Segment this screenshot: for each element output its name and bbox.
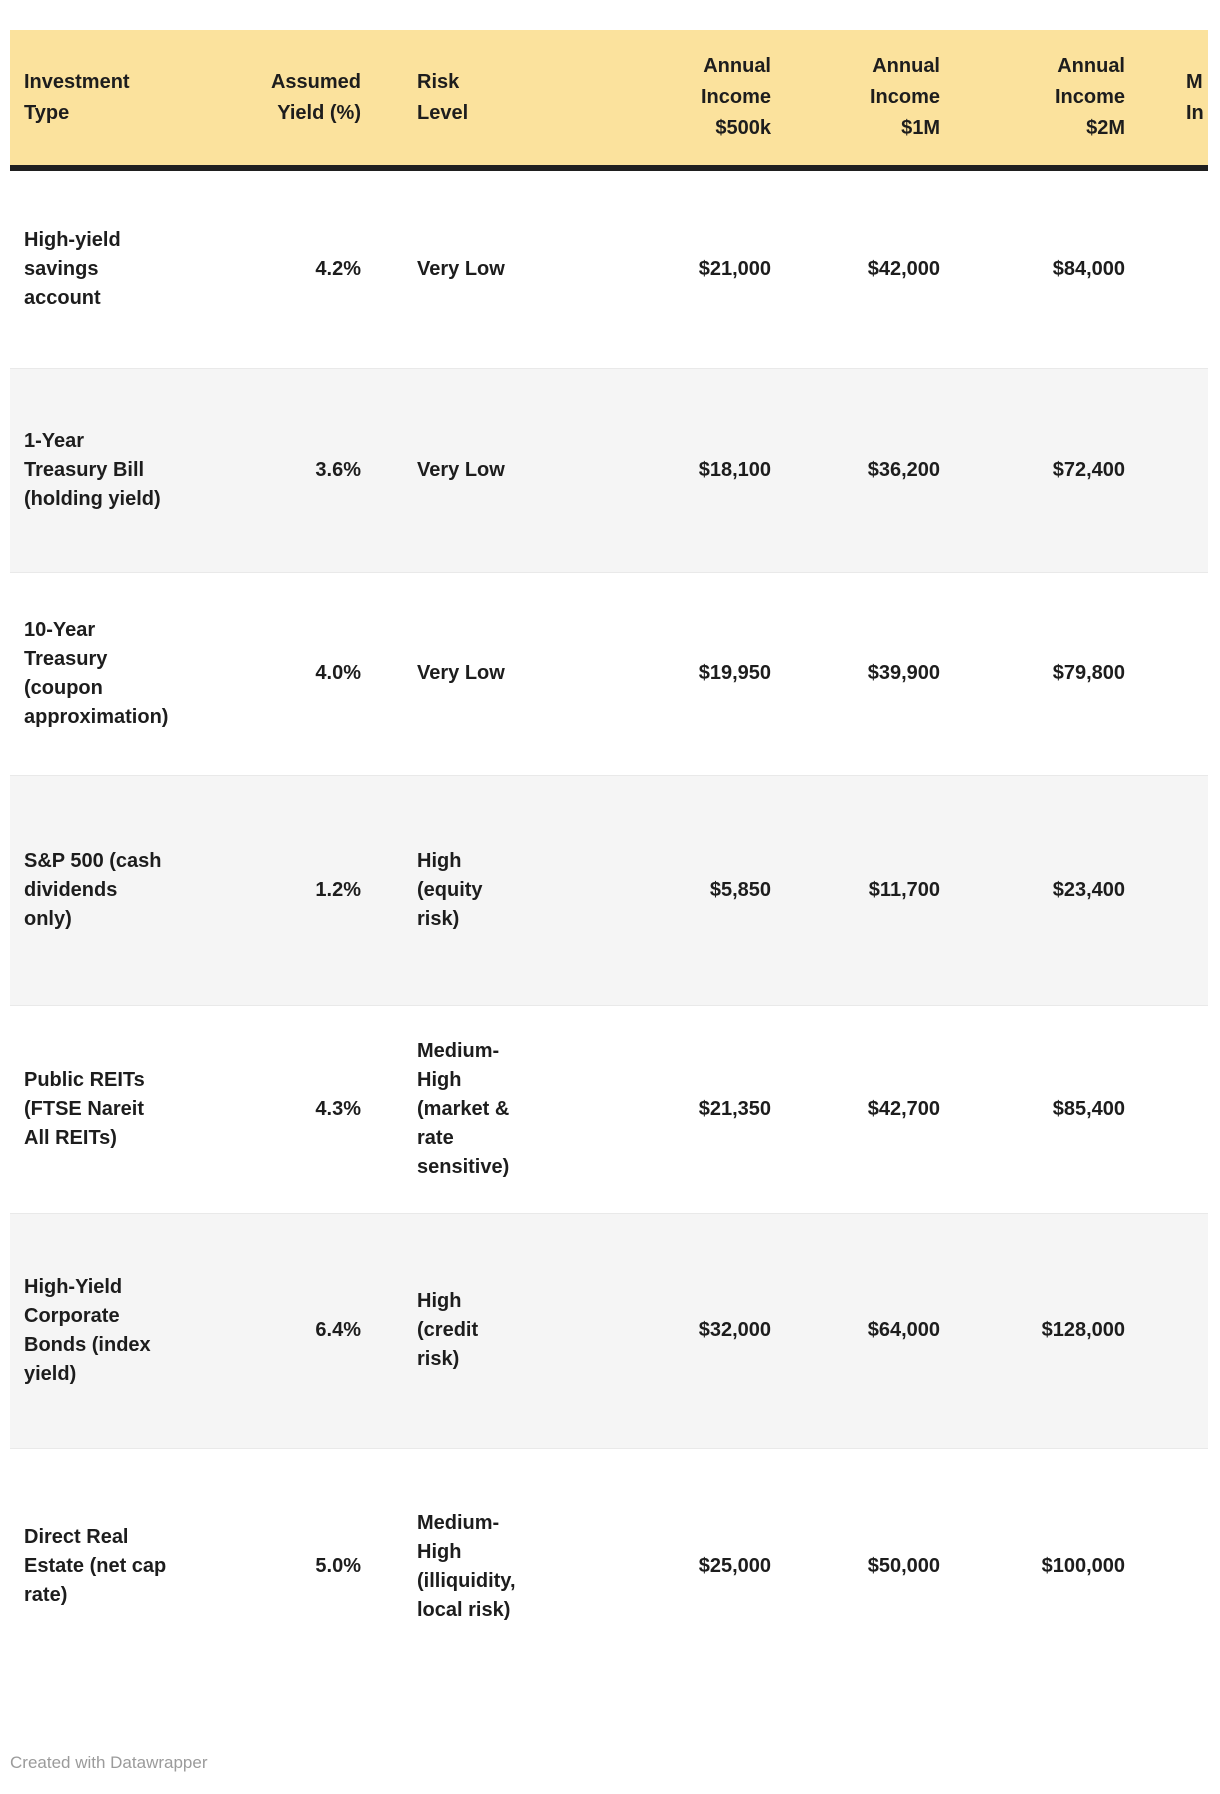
cell-investment-type: 1-Year Treasury Bill (holding yield) [24,429,161,510]
cell-income-2m: $84,000 [1052,257,1125,280]
cell-clipped [1139,368,1208,572]
cell-risk-level: High (equity risk) [417,849,483,930]
cell-income-500k: $25,000 [698,1555,771,1578]
investment-income-table: Investment Type Assumed Yield (%) Risk L… [10,30,1208,1685]
cell-assumed-yield: 4.0% [315,662,361,684]
cell-clipped [1139,1005,1208,1213]
cell-investment-type: High-Yield Corporate Bonds (index yield) [24,1275,151,1385]
cell-clipped [1139,572,1208,775]
cell-investment-type: S&P 500 (cash dividends only) [24,849,162,930]
cell-income-500k: $5,850 [709,878,771,901]
table-row: 10-Year Treasury (coupon approximation) … [10,572,1208,775]
table-header: Investment Type Assumed Yield (%) Risk L… [10,30,1208,171]
cell-income-1m: $64,000 [867,1319,940,1341]
cell-assumed-yield: 4.2% [315,257,361,280]
cell-income-1m: $39,900 [867,662,940,684]
cell-income-2m: $79,800 [1052,662,1125,684]
column-header-assumed-yield: Assumed Yield (%) [210,30,375,171]
cell-assumed-yield: 3.6% [315,458,361,481]
table-row: High-yield savings account 4.2% Very Low… [10,168,1208,368]
cell-assumed-yield: 1.2% [315,878,361,901]
cell-income-1m: $42,000 [867,257,940,280]
table-row: High-Yield Corporate Bonds (index yield)… [10,1213,1208,1448]
cell-risk-level: Very Low [417,662,505,684]
cell-income-1m: $50,000 [867,1555,940,1578]
cell-investment-type: Public REITs (FTSE Nareit All REITs) [24,1068,145,1149]
datawrapper-credit-link[interactable]: Created with Datawrapper [10,1753,208,1772]
cell-income-500k: $21,350 [698,1097,771,1120]
column-header-annual-income-2m: Annual Income $2M [954,30,1139,171]
cell-income-1m: $11,700 [868,878,940,901]
cell-income-2m: $23,400 [1052,878,1125,901]
cell-investment-type: High-yield savings account [24,228,121,309]
cell-clipped [1139,1213,1208,1448]
cell-clipped [1139,1448,1208,1685]
cell-income-2m: $72,400 [1052,458,1125,481]
cell-investment-type: Direct Real Estate (net cap rate) [24,1526,167,1607]
cell-risk-level: Medium- High (illiquidity, local risk) [417,1511,516,1621]
cell-risk-level: High (credit risk) [417,1290,479,1370]
cell-risk-level: Very Low [417,458,505,481]
cell-income-2m: $128,000 [1041,1319,1125,1341]
table-row: Direct Real Estate (net cap rate) 5.0% M… [10,1448,1208,1685]
cell-income-1m: $36,200 [867,458,940,481]
column-header-risk-level: Risk Level [375,30,560,171]
cell-assumed-yield: 4.3% [315,1097,361,1120]
table-body: High-yield savings account 4.2% Very Low… [10,168,1208,1685]
cell-income-500k: $19,950 [698,662,771,684]
table-scroll-region: Investment Type Assumed Yield (%) Risk L… [10,30,1208,1685]
table-row: 1-Year Treasury Bill (holding yield) 3.6… [10,368,1208,572]
column-header-clipped: M In [1139,30,1208,171]
header-row: Investment Type Assumed Yield (%) Risk L… [10,30,1208,171]
cell-assumed-yield: 6.4% [315,1319,361,1341]
column-header-investment-type: Investment Type [10,30,210,171]
cell-investment-type: 10-Year Treasury (coupon approximation) [24,618,169,728]
cell-risk-level: Very Low [417,257,505,280]
column-header-annual-income-500k: Annual Income $500k [560,30,785,171]
cell-clipped [1139,775,1208,1005]
cell-risk-level: Medium- High (market & rate sensitive) [417,1039,510,1178]
column-header-annual-income-1m: Annual Income $1M [785,30,954,171]
cell-income-2m: $85,400 [1052,1097,1125,1120]
table-row: Public REITs (FTSE Nareit All REITs) 4.3… [10,1005,1208,1213]
cell-income-500k: $18,100 [698,458,771,481]
cell-clipped [1139,168,1208,368]
cell-assumed-yield: 5.0% [315,1555,361,1578]
cell-income-2m: $100,000 [1041,1555,1125,1578]
table-row: S&P 500 (cash dividends only) 1.2% High … [10,775,1208,1005]
cell-income-500k: $32,000 [698,1319,771,1341]
cell-income-500k: $21,000 [698,257,771,280]
cell-income-1m: $42,700 [867,1097,940,1120]
